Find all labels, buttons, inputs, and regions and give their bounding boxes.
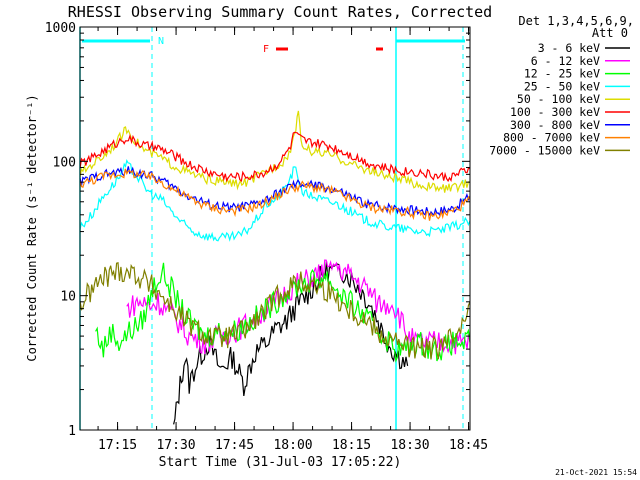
series-line-800-7000-kev bbox=[79, 168, 471, 221]
x-tick-label: 17:45 bbox=[215, 438, 254, 453]
legend-label-100-300-kev: 100 - 300 keV bbox=[510, 105, 600, 119]
y-tick-label: 10 bbox=[60, 290, 76, 305]
legend-label-800-7000-kev: 800 - 7000 keV bbox=[503, 131, 600, 145]
x-tick-label: 18:45 bbox=[449, 438, 488, 453]
series-line-6-12-kev bbox=[126, 259, 471, 355]
y-tick-label: 100 bbox=[53, 155, 76, 170]
series-line-100-300-kev bbox=[79, 131, 471, 183]
y-axis-label: Corrected Count Rate (s⁻¹ detector⁻¹) bbox=[25, 94, 39, 361]
legend-label-300-800-kev: 300 - 800 keV bbox=[510, 118, 600, 132]
chart-title: RHESSI Observing Summary Count Rates, Co… bbox=[68, 3, 492, 21]
plot-frame bbox=[79, 26, 471, 431]
legend-header-detectors: Det 1,3,4,5,6,9, bbox=[518, 14, 634, 28]
x-tick-label: 17:30 bbox=[156, 438, 195, 453]
plot-axes: 1 10 100 1000 17:15 17:30 17:45 18:00 18:15 18:30… bbox=[45, 21, 488, 453]
legend-label-25-50-kev: 25 - 50 keV bbox=[524, 79, 600, 93]
legend-header-attenuator: Att 0 bbox=[592, 26, 628, 40]
y-tick-label: 1000 bbox=[45, 21, 76, 36]
legend-label-6-12-kev: 6 - 12 keV bbox=[531, 54, 600, 68]
x-tick-label: 18:30 bbox=[390, 438, 429, 453]
series-line-25-50-kev bbox=[79, 158, 471, 242]
y-tick-label: 1 bbox=[68, 424, 76, 439]
generated-date: 21-Oct-2021 15:54 bbox=[555, 468, 637, 477]
legend-label-50-100-kev: 50 - 100 keV bbox=[517, 92, 600, 106]
legend-label-3-6-kev: 3 - 6 keV bbox=[538, 41, 600, 55]
series-line-7000-15000-kev bbox=[79, 262, 471, 360]
series-layer bbox=[79, 110, 471, 425]
flare-flag-label: F bbox=[263, 44, 269, 55]
legend-label-7000-15000-kev: 7000 - 15000 keV bbox=[489, 143, 600, 157]
x-axis-label: Start Time (31-Jul-03 17:05:22) bbox=[159, 455, 402, 470]
x-tick-label: 17:15 bbox=[98, 438, 137, 453]
x-tick-label: 18:00 bbox=[273, 438, 312, 453]
night-flag-label: N bbox=[158, 36, 164, 47]
legend-label-12-25-kev: 12 - 25 keV bbox=[524, 67, 600, 81]
series-line-300-800-kev bbox=[79, 166, 471, 217]
x-tick-label: 18:15 bbox=[332, 438, 371, 453]
